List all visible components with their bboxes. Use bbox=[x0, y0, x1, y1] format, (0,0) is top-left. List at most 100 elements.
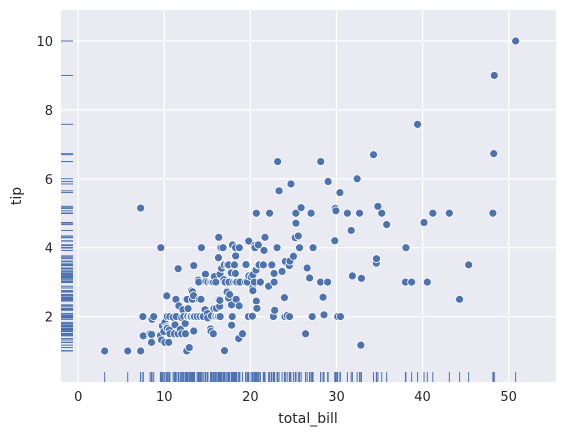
data-point bbox=[296, 203, 306, 213]
data-point bbox=[215, 312, 225, 321]
data-point bbox=[382, 220, 392, 229]
data-point bbox=[285, 312, 294, 321]
x-tick-label: 20 bbox=[242, 390, 259, 405]
x-tick-label: 50 bbox=[500, 390, 517, 405]
data-point bbox=[488, 208, 498, 218]
y-tick-label: 10 bbox=[36, 35, 53, 50]
data-point bbox=[270, 305, 280, 315]
x-tick-label: 10 bbox=[156, 390, 173, 405]
data-point bbox=[307, 312, 317, 321]
data-point bbox=[377, 208, 387, 218]
data-point bbox=[230, 260, 239, 270]
data-point bbox=[227, 320, 237, 330]
y-tick-label: 6 bbox=[45, 173, 53, 188]
data-point bbox=[251, 296, 261, 306]
y-tick-label: 2 bbox=[45, 311, 53, 326]
data-point bbox=[373, 201, 383, 211]
data-point bbox=[196, 294, 206, 304]
data-point bbox=[273, 157, 283, 166]
data-point bbox=[336, 312, 345, 321]
data-point bbox=[269, 277, 279, 287]
data-point bbox=[208, 329, 218, 339]
y-tick-label: 8 bbox=[45, 104, 53, 119]
data-point bbox=[401, 243, 411, 253]
data-point bbox=[253, 240, 263, 250]
data-point bbox=[286, 179, 296, 189]
data-point bbox=[356, 340, 366, 350]
data-point bbox=[346, 226, 356, 235]
data-point bbox=[255, 277, 265, 287]
data-point bbox=[241, 260, 251, 269]
data-point bbox=[149, 312, 159, 321]
data-point bbox=[147, 337, 156, 347]
data-point bbox=[136, 346, 146, 356]
tick-labels: 0 10 20 30 40 50 2 4 6 8 10 bbox=[36, 35, 516, 405]
data-point bbox=[331, 206, 341, 216]
data-point bbox=[201, 269, 210, 279]
data-point bbox=[231, 269, 240, 278]
data-point bbox=[248, 286, 258, 296]
data-point bbox=[251, 208, 261, 218]
data-points bbox=[100, 36, 521, 356]
data-point bbox=[214, 232, 224, 242]
data-point bbox=[323, 277, 333, 287]
x-tick-label: 40 bbox=[414, 390, 431, 405]
y-axis-label: tip bbox=[9, 187, 25, 205]
data-point bbox=[305, 273, 315, 283]
data-point bbox=[147, 330, 156, 339]
data-point bbox=[244, 236, 254, 246]
data-point bbox=[343, 208, 352, 218]
data-point bbox=[100, 346, 110, 356]
data-point bbox=[184, 343, 194, 352]
data-point bbox=[316, 157, 326, 166]
data-point bbox=[444, 208, 454, 218]
plot-background bbox=[61, 10, 556, 382]
data-point bbox=[372, 254, 381, 264]
data-point bbox=[352, 174, 362, 184]
data-point bbox=[260, 232, 270, 242]
data-point bbox=[335, 188, 345, 197]
data-point bbox=[302, 263, 312, 273]
data-point bbox=[348, 271, 357, 281]
data-point bbox=[234, 243, 244, 253]
data-point bbox=[489, 149, 499, 159]
data-point bbox=[318, 292, 328, 302]
data-point bbox=[252, 303, 262, 313]
data-point bbox=[293, 231, 303, 241]
data-point bbox=[269, 269, 279, 278]
data-point bbox=[123, 346, 133, 356]
data-point bbox=[301, 329, 310, 339]
data-point bbox=[173, 264, 183, 274]
data-point bbox=[291, 208, 301, 218]
data-point bbox=[428, 208, 438, 218]
data-point bbox=[272, 243, 282, 253]
data-point bbox=[189, 326, 199, 336]
data-point bbox=[319, 310, 329, 320]
data-point bbox=[227, 312, 237, 321]
data-point bbox=[323, 177, 333, 186]
data-point bbox=[189, 261, 199, 270]
data-point bbox=[308, 243, 318, 253]
data-point bbox=[265, 208, 274, 218]
data-point bbox=[422, 277, 432, 287]
data-point bbox=[183, 304, 193, 314]
data-point bbox=[162, 291, 172, 301]
data-point bbox=[238, 329, 247, 339]
data-point bbox=[419, 218, 429, 227]
x-axis-label: total_bill bbox=[278, 411, 338, 427]
x-tick-label: 0 bbox=[74, 390, 82, 405]
x-tick-label: 30 bbox=[328, 390, 345, 405]
data-point bbox=[164, 337, 174, 347]
data-point bbox=[357, 273, 366, 283]
data-point bbox=[215, 295, 225, 305]
data-point bbox=[218, 243, 228, 253]
data-point bbox=[295, 243, 304, 253]
data-point bbox=[136, 203, 146, 213]
data-point bbox=[306, 208, 316, 218]
data-point bbox=[274, 186, 284, 196]
data-point bbox=[464, 260, 474, 270]
data-point bbox=[267, 260, 277, 270]
data-point bbox=[225, 290, 235, 299]
y-tick-label: 4 bbox=[45, 242, 53, 257]
